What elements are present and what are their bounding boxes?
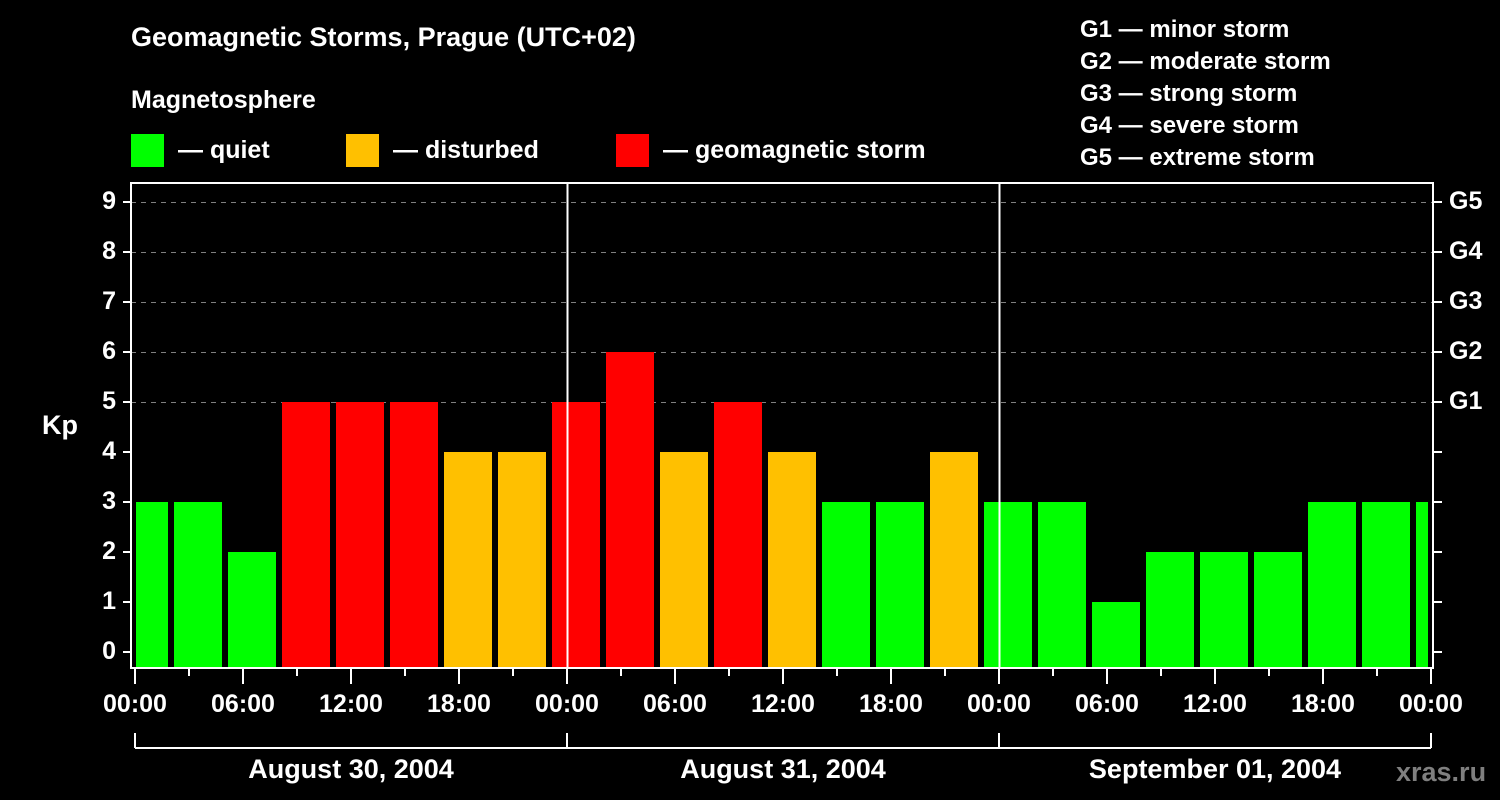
kp-bar xyxy=(390,402,438,668)
y-tick-label: 8 xyxy=(102,237,116,265)
x-tick-label: 18:00 xyxy=(1291,690,1355,718)
kp-bar xyxy=(822,502,870,668)
kp-bar xyxy=(136,502,168,668)
kp-bar xyxy=(984,502,1032,668)
g-scale-legend: G1 — minor storm G2 — moderate storm G3 … xyxy=(1080,14,1331,174)
kp-bar xyxy=(1092,602,1140,668)
x-tick-label: 06:00 xyxy=(643,690,707,718)
g-tick-label: G3 xyxy=(1449,287,1483,315)
gridlines xyxy=(131,202,1433,403)
g-tick-label: G1 xyxy=(1449,387,1483,415)
legend-storm: — geomagnetic storm xyxy=(616,134,926,167)
storm-swatch xyxy=(616,134,649,167)
g3-legend: G3 — strong storm xyxy=(1080,80,1298,107)
kp-bar xyxy=(1362,502,1410,668)
kp-bar xyxy=(1038,502,1086,668)
kp-bar xyxy=(498,452,546,668)
quiet-swatch xyxy=(131,134,164,167)
legend-quiet: — quiet xyxy=(131,134,270,167)
axes xyxy=(123,182,1442,749)
kp-bar xyxy=(1308,502,1356,668)
x-tick-label: 00:00 xyxy=(535,690,599,718)
g1-legend: G1 — minor storm xyxy=(1080,16,1290,43)
bars xyxy=(136,352,1428,668)
disturbed-swatch xyxy=(346,134,379,167)
y-tick-label: 0 xyxy=(102,637,116,665)
chart-title: Geomagnetic Storms, Prague (UTC+02) xyxy=(131,22,636,52)
legend-disturbed: — disturbed xyxy=(346,134,539,167)
y-tick-label: 3 xyxy=(102,487,116,515)
kp-bar xyxy=(768,452,816,668)
kp-bar xyxy=(714,402,762,668)
x-tick-label: 00:00 xyxy=(1399,690,1463,718)
y-tick-label: 7 xyxy=(102,287,116,315)
g-tick-label: G5 xyxy=(1449,187,1483,215)
legend-label: — geomagnetic storm xyxy=(663,136,926,164)
x-tick-label: 12:00 xyxy=(751,690,815,718)
watermark: xras.ru xyxy=(1396,757,1487,787)
x-tick-label: 00:00 xyxy=(103,690,167,718)
g-tick-label: G2 xyxy=(1449,337,1483,365)
x-tick-label: 18:00 xyxy=(427,690,491,718)
kp-bar xyxy=(444,452,492,668)
y-tick-label: 4 xyxy=(102,437,116,465)
kp-bar xyxy=(1200,552,1248,668)
kp-bar xyxy=(174,502,222,668)
y-tick-label: 6 xyxy=(102,337,116,365)
x-tick-label: 06:00 xyxy=(211,690,275,718)
date-label: September 01, 2004 xyxy=(1088,754,1342,784)
g4-legend: G4 — severe storm xyxy=(1080,112,1299,139)
kp-bar xyxy=(336,402,384,668)
legend-label: — quiet xyxy=(178,136,270,164)
kp-bar xyxy=(282,402,330,668)
x-tick-label: 00:00 xyxy=(967,690,1031,718)
date-label: August 31, 2004 xyxy=(680,754,886,784)
kp-bar xyxy=(552,402,600,668)
y-tick-label: 9 xyxy=(102,187,116,215)
y-tick-label: 1 xyxy=(102,587,116,615)
x-tick-label: 18:00 xyxy=(859,690,923,718)
kp-bar xyxy=(660,452,708,668)
date-label: August 30, 2004 xyxy=(248,754,454,784)
x-tick-label: 12:00 xyxy=(319,690,383,718)
x-tick-label: 06:00 xyxy=(1075,690,1139,718)
y-tick-label: 5 xyxy=(102,387,116,415)
kp-bar xyxy=(1416,502,1428,668)
x-tick-label: 12:00 xyxy=(1183,690,1247,718)
kp-bar xyxy=(1254,552,1302,668)
kp-bar xyxy=(876,502,924,668)
y-axis-label: Kp xyxy=(42,410,78,440)
y-tick-label: 2 xyxy=(102,537,116,565)
g2-legend: G2 — moderate storm xyxy=(1080,48,1331,75)
kp-bar xyxy=(606,352,654,668)
legend-subtitle: Magnetosphere xyxy=(131,86,316,114)
kp-bar xyxy=(1146,552,1194,668)
legend-label: — disturbed xyxy=(393,136,539,164)
g5-legend: G5 — extreme storm xyxy=(1080,144,1315,171)
g-tick-label: G4 xyxy=(1449,237,1483,265)
kp-bar xyxy=(930,452,978,668)
kp-bar xyxy=(228,552,276,668)
